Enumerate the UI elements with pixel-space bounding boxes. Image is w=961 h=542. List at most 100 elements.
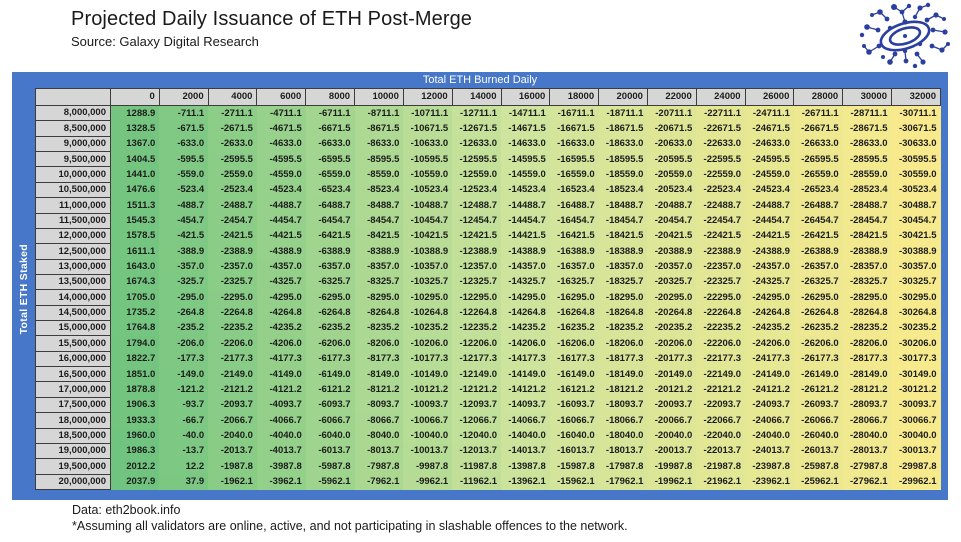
heatmap-cell: -30671.5	[891, 120, 941, 137]
table-row: 10,500,000 1476.6 -523.4 -2523.4 -4523.4 -652…	[35, 181, 941, 199]
heatmap-cell: -2149.0	[208, 366, 257, 382]
heatmap-cell: -12325.7	[452, 274, 501, 290]
heatmap-cell: -12595.5	[452, 151, 501, 167]
heatmap-cell: -14013.7	[501, 443, 550, 459]
heatmap-cell: -24633.0	[745, 136, 794, 152]
heatmap-cell: -2671.5	[208, 120, 257, 137]
heatmap-cell: -16357.0	[549, 259, 599, 275]
heatmap-cell: -20121.2	[647, 381, 697, 398]
heatmap-cell: -488.7	[159, 197, 209, 214]
table-row: 17,500,000 1906.3 -93.7 -2093.7 -4093.7 -6093…	[35, 396, 941, 414]
row-header-staked: 8,000,000	[35, 104, 111, 122]
heatmap-cell: -24235.2	[745, 320, 794, 336]
col-header-burn-6000: 6000	[256, 88, 307, 106]
row-header-staked: 17,500,000	[35, 396, 111, 414]
heatmap-cell: 1476.6	[110, 182, 160, 198]
row-header-staked: 12,000,000	[35, 227, 111, 245]
heatmap-cell: -9962.1	[403, 474, 453, 490]
heatmap-cell: -12177.3	[452, 351, 501, 367]
heatmap-cell: -8671.5	[354, 120, 404, 137]
heatmap-cell: -20013.7	[647, 443, 697, 459]
page-title: Projected Daily Issuance of ETH Post-Mer…	[71, 8, 473, 30]
heatmap-cell: -26295.0	[793, 289, 843, 306]
heatmap-cell: -2177.3	[208, 351, 257, 367]
heatmap-cell: -10388.9	[403, 243, 453, 260]
heatmap-cell: -4595.5	[256, 151, 306, 167]
heatmap-cell: -5962.1	[305, 474, 355, 490]
row-header-staked: 18,000,000	[35, 412, 111, 429]
heatmap-cell: -14177.3	[501, 351, 550, 367]
heatmap-cell: 1986.3	[110, 443, 160, 459]
heatmap-cell: -6093.7	[305, 397, 355, 413]
heatmap-cell: -13.7	[159, 443, 209, 459]
heatmap-cell: -26595.5	[793, 151, 843, 167]
heatmap-cell: -2559.0	[208, 166, 257, 183]
heatmap-cell: -8388.9	[354, 243, 404, 260]
heatmap-cell: -10177.3	[403, 351, 453, 367]
heatmap-cell: -26421.5	[793, 228, 843, 244]
heatmap-cell: 1906.3	[110, 397, 160, 413]
row-header-staked: 18,500,000	[35, 427, 111, 444]
table-row: 15,500,000 1794.0 -206.0 -2206.0 -4206.0 -620…	[35, 335, 941, 352]
heatmap-cell: -12711.1	[452, 105, 501, 121]
heatmap-cell: -20421.5	[647, 228, 697, 244]
heatmap-cell: -14388.9	[501, 243, 550, 260]
heatmap-cell: -8040.0	[354, 428, 404, 444]
heatmap-cell: -6206.0	[305, 335, 355, 352]
heatmap-cell: -28206.0	[842, 335, 892, 352]
table-row: 12,000,000 1578.5 -421.5 -2421.5 -4421.5 -642…	[35, 227, 941, 245]
heatmap-cell: -16121.2	[549, 381, 599, 398]
heatmap-cell: -23962.1	[745, 474, 794, 490]
heatmap-cell: -4013.7	[256, 443, 306, 459]
heatmap-cell: -5987.8	[305, 458, 355, 475]
heatmap-cell: -388.9	[159, 243, 209, 260]
heatmap-cell: -6421.5	[305, 228, 355, 244]
heatmap-cell: 1735.2	[110, 305, 160, 321]
heatmap-cell: -30454.7	[891, 213, 941, 229]
heatmap-cell: -2523.4	[208, 182, 257, 198]
row-axis-label-band: Total ETH Staked	[12, 88, 35, 490]
heatmap-cell: -4671.5	[256, 120, 306, 137]
heatmap-cell: -10325.7	[403, 274, 453, 290]
heatmap-cell: -1962.1	[208, 474, 257, 490]
table-row: 13,000,000 1643.0 -357.0 -2357.0 -4357.0 -635…	[35, 258, 941, 275]
heatmap-cell: -12013.7	[452, 443, 501, 459]
heatmap-cell: -24671.5	[745, 120, 794, 137]
heatmap-cell: -28559.0	[842, 166, 892, 183]
heatmap-cell: -16711.1	[549, 105, 599, 121]
heatmap-cell: -8121.2	[354, 381, 404, 398]
heatmap-cell: -10711.1	[403, 105, 453, 121]
heatmap-cell: -18357.0	[598, 259, 648, 275]
heatmap-cell: -12040.0	[452, 428, 501, 444]
heatmap-cell: -2093.7	[208, 397, 257, 413]
heatmap-cell: 1578.5	[110, 228, 160, 244]
heatmap-cell: -12149.0	[452, 366, 501, 382]
col-header-burn-8000: 8000	[305, 88, 356, 106]
heatmap-cell: -14149.0	[501, 366, 550, 382]
heatmap-cell: -18264.8	[598, 305, 648, 321]
heatmap-cell: -30177.3	[891, 351, 941, 367]
heatmap-cell: -4121.2	[256, 381, 306, 398]
heatmap-cell: -24357.0	[745, 259, 794, 275]
heatmap-cell: -22013.7	[696, 443, 746, 459]
heatmap-cell: -671.5	[159, 120, 209, 137]
row-header-staked: 11,000,000	[35, 197, 111, 214]
row-header-staked: 9,500,000	[35, 151, 111, 168]
heatmap-cell: 37.9	[159, 474, 209, 490]
col-header-burn-32000: 32000	[891, 88, 941, 106]
heatmap-cell: -16671.5	[549, 120, 599, 137]
heatmap-cell: -8295.0	[354, 289, 404, 306]
heatmap-cell: 12.2	[159, 458, 209, 475]
heatmap-cell: 1764.8	[110, 320, 160, 336]
heatmap-cell: -8488.7	[354, 197, 404, 214]
col-header-burn-28000: 28000	[793, 88, 844, 106]
table-row: 11,000,000 1511.3 -488.7 -2488.7 -4488.7 -648…	[35, 197, 941, 214]
heatmap-cell: -6325.7	[305, 274, 355, 290]
heatmap-cell: -14523.4	[501, 182, 550, 198]
heatmap-cell: -20295.0	[647, 289, 697, 306]
heatmap-cell: -4177.3	[256, 351, 306, 367]
heatmap-cell: -16149.0	[549, 366, 599, 382]
heatmap-cell: -28711.1	[842, 105, 892, 121]
heatmap-cell: -16040.0	[549, 428, 599, 444]
